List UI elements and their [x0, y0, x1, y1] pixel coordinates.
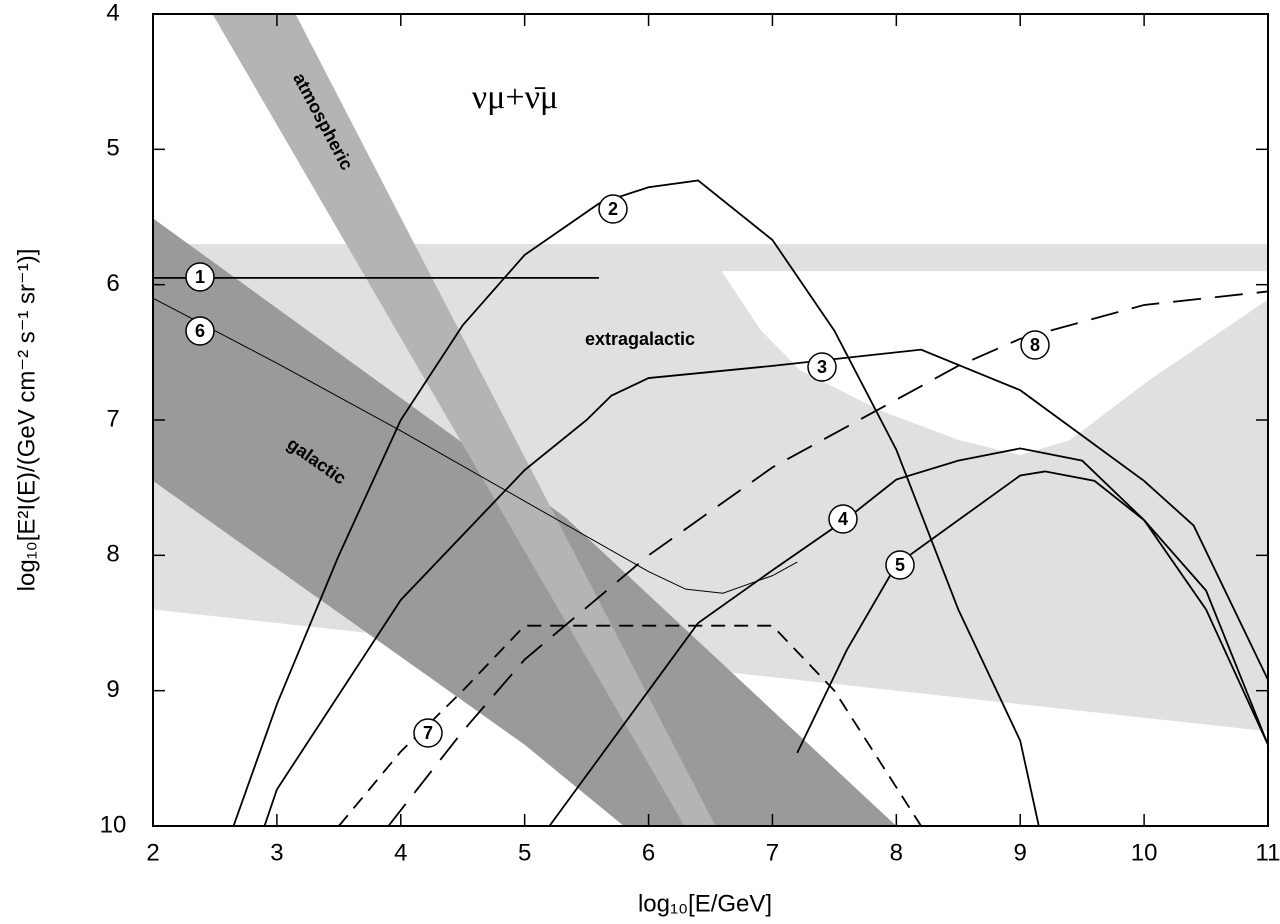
x-tick-label: 9	[1014, 839, 1027, 866]
x-tick-label: 2	[146, 839, 159, 866]
series-line	[263, 348, 1269, 827]
x-tick-label: 11	[1256, 839, 1280, 866]
annotation: νμ+ν̄μ	[472, 79, 558, 116]
legend-label: 8	[1030, 335, 1040, 355]
series-badge	[598, 194, 628, 224]
series-line	[232, 179, 1040, 827]
series-badge	[185, 316, 215, 346]
y-tick-label: 4	[106, 0, 119, 26]
series-line	[152, 297, 798, 594]
y-tick-label: 5	[106, 135, 119, 162]
y-tick-label: 6	[106, 270, 119, 297]
series-badge	[185, 262, 215, 292]
x-tick-label: 3	[270, 839, 283, 866]
y-tick-label: 9	[106, 676, 119, 703]
series-line	[387, 290, 1269, 827]
series-badge	[885, 550, 915, 580]
y-tick-label: 10	[100, 811, 127, 838]
series-line	[548, 447, 1269, 827]
region-label: extragalactic	[585, 329, 695, 349]
series-badge	[828, 504, 858, 534]
legend-label: 6	[195, 321, 205, 341]
x-tick-label: 6	[642, 839, 655, 866]
x-tick-label: 5	[518, 839, 531, 866]
legend-label: 4	[838, 509, 848, 529]
series-badge	[807, 352, 837, 382]
legend-label: 2	[608, 199, 618, 219]
region	[212, 14, 716, 826]
series-line	[796, 470, 1269, 754]
y-tick-label: 7	[106, 405, 119, 432]
y-tick-label: 8	[106, 541, 119, 568]
series-line	[338, 624, 922, 827]
legend-label: 7	[423, 723, 433, 743]
series-badge	[413, 718, 443, 748]
x-tick-label: 10	[1131, 839, 1158, 866]
x-tick-label: 4	[394, 839, 407, 866]
legend-label: 5	[895, 555, 905, 575]
x-tick-label: 7	[766, 839, 779, 866]
x-tick-label: 8	[890, 839, 903, 866]
x-axis-label: log₁₀[E/GeV]	[638, 890, 772, 917]
y-axis-label: log₁₀[E²I(E)/(GeV cm⁻² s⁻¹ sr⁻¹)]	[13, 249, 40, 592]
series-badge	[1020, 330, 1050, 360]
legend-label: 3	[817, 357, 827, 377]
legend-label: 1	[195, 267, 205, 287]
